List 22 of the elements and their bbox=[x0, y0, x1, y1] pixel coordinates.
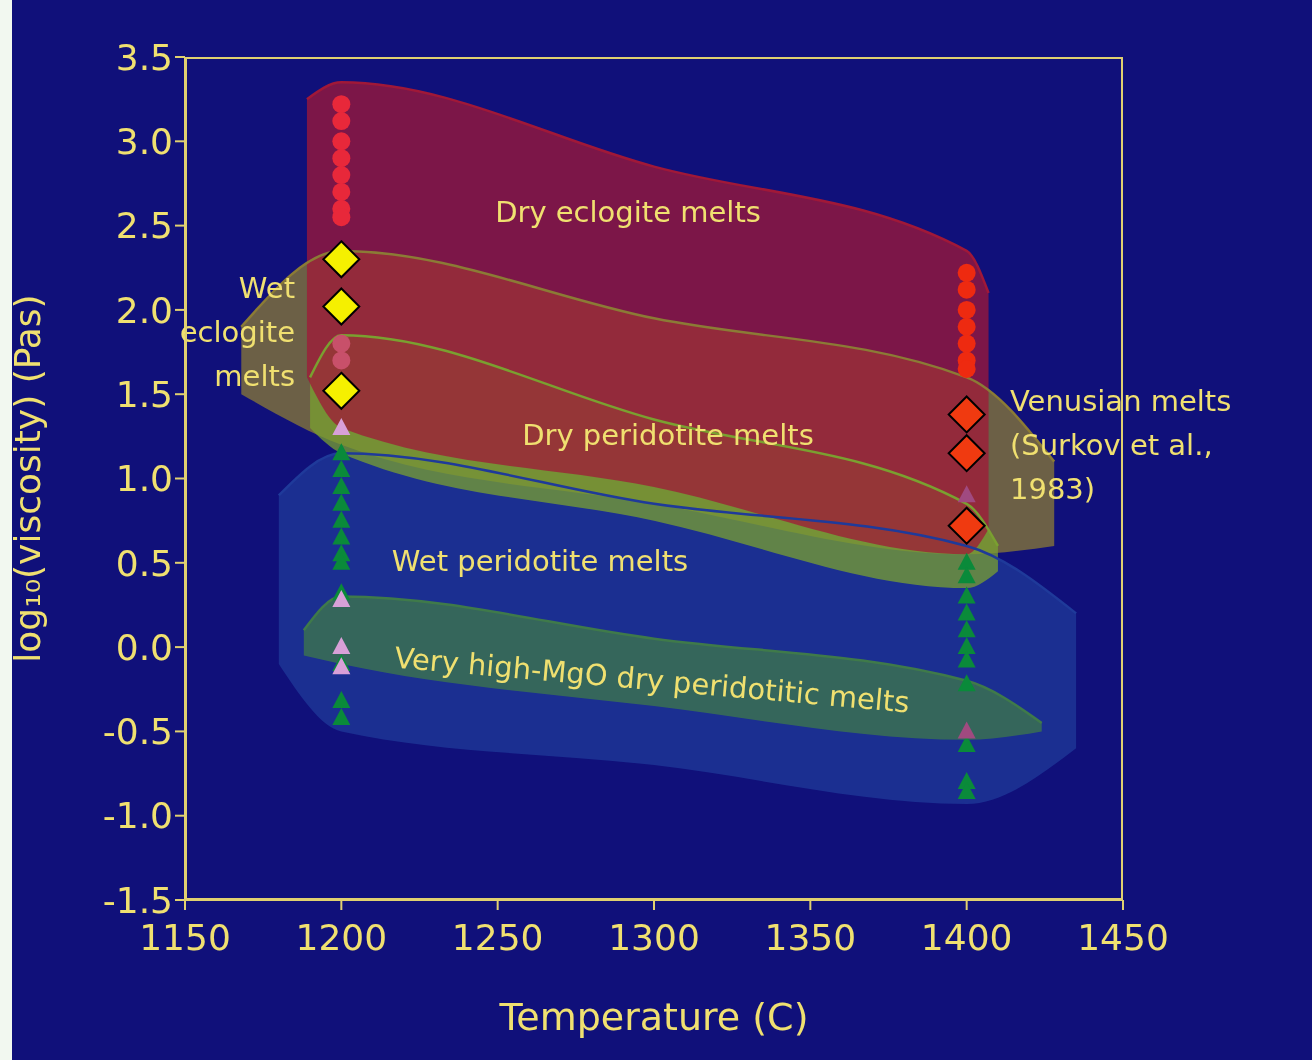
annotation: Very high-MgO dry peridotitic melts bbox=[393, 640, 911, 720]
x-tick-label: 1450 bbox=[1077, 916, 1169, 958]
y-tick-label: -0.5 bbox=[102, 711, 173, 753]
y-tick-label: 3.5 bbox=[115, 36, 173, 78]
x-tick-label: 1400 bbox=[920, 916, 1013, 958]
y-tick-label: 2.5 bbox=[115, 205, 173, 247]
y-tick-label: 2.0 bbox=[115, 289, 173, 331]
x-tick-label: 1250 bbox=[451, 916, 544, 958]
y-tick-label: -1.0 bbox=[102, 795, 173, 837]
y-tick-label: 1.5 bbox=[115, 373, 173, 415]
y-tick-label: 3.0 bbox=[115, 121, 173, 163]
y-tick-label: 1.0 bbox=[115, 458, 173, 500]
x-axis-title: Temperature (C) bbox=[498, 995, 809, 1039]
x-tick-label: 1200 bbox=[295, 916, 388, 958]
annotation: Dry eclogite melts bbox=[495, 195, 761, 229]
annotation: Dry peridotite melts bbox=[522, 418, 814, 452]
annotation: Wet peridotite melts bbox=[391, 544, 689, 578]
y-tick-label: 0.5 bbox=[115, 542, 173, 584]
y-axis-title: log₁₀(viscosity) (Pas) bbox=[7, 294, 48, 663]
x-tick-label: 1350 bbox=[764, 916, 857, 958]
y-tick-label: 0.0 bbox=[115, 626, 173, 668]
x-tick-label: 1300 bbox=[608, 916, 700, 958]
